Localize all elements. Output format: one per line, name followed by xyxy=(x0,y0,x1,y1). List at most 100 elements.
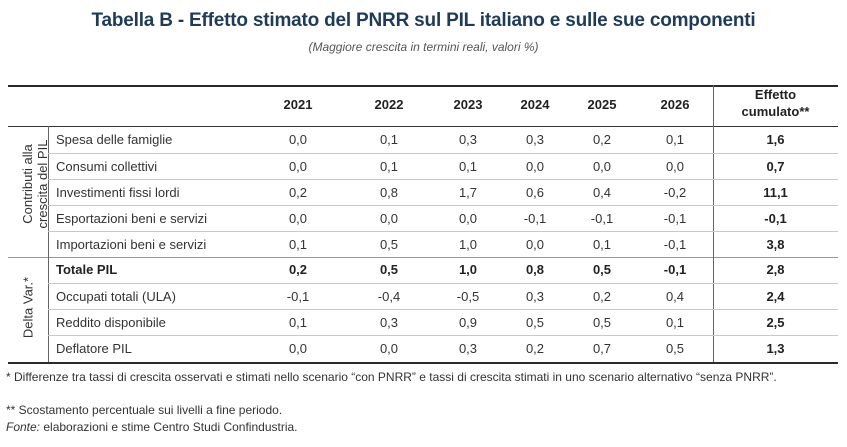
section-rule xyxy=(8,257,838,258)
cell-2023: 1,7 xyxy=(458,185,478,200)
source-label: Fonte: xyxy=(6,420,41,434)
cell-2023: -0,5 xyxy=(456,289,480,304)
column-header-2024: 2024 xyxy=(520,97,550,112)
cell-2024: 0,3 xyxy=(525,289,545,304)
cell-effect: 1,3 xyxy=(766,341,785,356)
cell-2023: 0,0 xyxy=(458,211,478,226)
bottom-rule xyxy=(8,362,838,364)
footnote-1: * Differenze tra tassi di crescita osser… xyxy=(6,370,777,384)
row-label: Occupati totali (ULA) xyxy=(56,289,176,304)
cell-2022: -0,4 xyxy=(377,289,401,304)
cell-2023: 0,3 xyxy=(458,132,478,147)
row-label: Deflatore PIL xyxy=(56,341,132,356)
table-row: Importazioni beni e servizi 0,1 0,5 1,0 0,0 0… xyxy=(48,231,838,258)
cell-2024: 0,0 xyxy=(525,237,545,252)
cell-2025: 0,4 xyxy=(592,185,612,200)
table-row: Consumi collettivi 0,0 0,1 0,1 0,0 0,0 0,0 0,7 xyxy=(48,153,838,180)
cell-2023: 0,1 xyxy=(458,159,478,174)
cell-2024: 0,3 xyxy=(525,132,545,147)
cell-2026: 0,1 xyxy=(665,132,685,147)
header-rule xyxy=(8,126,838,127)
top-rule xyxy=(8,85,838,87)
column-header-2023: 2023 xyxy=(453,97,483,112)
row-label: Consumi collettivi xyxy=(56,159,158,174)
column-header-2026: 2026 xyxy=(660,97,690,112)
cell-2025: -0,1 xyxy=(590,211,614,226)
side-label-line1: Contributi alla xyxy=(20,144,35,224)
column-header-2021: 2021 xyxy=(283,97,313,112)
cell-2025: 0,0 xyxy=(592,159,612,174)
cell-2023: 0,9 xyxy=(458,315,478,330)
cell-2026: -0,1 xyxy=(663,237,687,252)
cell-2024: 0,5 xyxy=(525,315,545,330)
cell-effect: 1,6 xyxy=(766,132,785,147)
cell-2022: 0,1 xyxy=(379,132,399,147)
footnote-2: ** Scostamento percentuale sui livelli a… xyxy=(6,403,283,417)
row-label: Investimenti fissi lordi xyxy=(56,185,180,200)
table-row: Deflatore PIL 0,0 0,0 0,3 0,2 0,7 0,5 1,3 xyxy=(48,335,838,362)
effect-divider xyxy=(713,85,714,362)
cell-2025: 0,2 xyxy=(592,132,612,147)
table-row: Investimenti fissi lordi 0,2 0,8 1,7 0,6 0,4 -… xyxy=(48,179,838,206)
cell-2022: 0,0 xyxy=(379,341,399,356)
cell-2024: 0,2 xyxy=(525,341,545,356)
cell-2023: 1,0 xyxy=(458,262,478,277)
column-header-2022: 2022 xyxy=(374,97,404,112)
cell-2021: 0,1 xyxy=(288,237,308,252)
row-label: Importazioni beni e servizi xyxy=(56,237,207,252)
cell-2021: 0,0 xyxy=(288,341,308,356)
cell-effect: -0,1 xyxy=(764,211,787,226)
cell-2025: 0,5 xyxy=(592,262,612,277)
cell-2022: 0,5 xyxy=(379,262,399,277)
side-label-contributi: Contributi alla crescita del PIL xyxy=(20,119,50,249)
source-note: Fonte: elaborazioni e stime Centro Studi… xyxy=(6,420,298,435)
cell-2024: 0,8 xyxy=(525,262,545,277)
table-row: Esportazioni beni e servizi 0,0 0,0 0,0 -0,1… xyxy=(48,205,838,232)
cell-2026: -0,1 xyxy=(663,211,687,226)
cell-2024: 0,6 xyxy=(525,185,545,200)
table-row: Occupati totali (ULA) -0,1 -0,4 -0,5 0,3 0,2 0… xyxy=(48,283,838,310)
cell-2021: 0,2 xyxy=(288,262,308,277)
cell-effect: 2,8 xyxy=(766,262,785,277)
cell-2025: 0,7 xyxy=(592,341,612,356)
table-row: Totale PIL 0,2 0,5 1,0 0,8 0,5 -0,1 2,8 xyxy=(48,257,838,283)
cell-2026: -0,1 xyxy=(663,262,687,277)
row-label: Esportazioni beni e servizi xyxy=(56,211,208,226)
cell-2025: 0,5 xyxy=(592,315,612,330)
cell-2022: 0,3 xyxy=(379,315,399,330)
row-label: Totale PIL xyxy=(56,262,118,277)
cell-effect: 3,8 xyxy=(766,237,785,252)
side-label-delta: Delta Var.* xyxy=(20,276,36,339)
cell-2022: 0,0 xyxy=(379,211,399,226)
cell-2023: 0,3 xyxy=(458,341,478,356)
table-subtitle: (Maggiore crescita in termini reali, val… xyxy=(308,40,539,54)
cell-2022: 0,1 xyxy=(379,159,399,174)
cell-2021: 0,0 xyxy=(288,159,308,174)
cell-effect: 2,5 xyxy=(766,315,785,330)
cell-2024: -0,1 xyxy=(523,211,547,226)
row-label: Reddito disponibile xyxy=(56,315,166,330)
cell-2021: 0,1 xyxy=(288,315,308,330)
side-divider xyxy=(48,126,49,362)
cell-2021: 0,0 xyxy=(288,132,308,147)
cell-2025: 0,1 xyxy=(592,237,612,252)
cell-2025: 0,2 xyxy=(592,289,612,304)
effect-header-line1: Effetto xyxy=(754,87,797,102)
row-label: Spesa delle famiglie xyxy=(56,132,173,147)
cell-2026: 0,4 xyxy=(665,289,685,304)
effect-header-line2: cumulato** xyxy=(741,104,810,119)
table-row: Reddito disponibile 0,1 0,3 0,9 0,5 0,5 0,1 2,5 xyxy=(48,309,838,336)
cell-effect: 2,4 xyxy=(766,289,785,304)
cell-2026: 0,5 xyxy=(665,341,685,356)
cell-2021: 0,0 xyxy=(288,211,308,226)
column-header-effect: Effetto cumulato** xyxy=(713,86,838,120)
cell-2022: 0,8 xyxy=(379,185,399,200)
table-title: Tabella B - Effetto stimato del PNRR sul… xyxy=(91,10,756,31)
cell-2026: -0,2 xyxy=(663,185,687,200)
column-header-2025: 2025 xyxy=(587,97,617,112)
cell-2024: 0,0 xyxy=(525,159,545,174)
cell-2023: 1,0 xyxy=(458,237,478,252)
table-row: Spesa delle famiglie 0,0 0,1 0,3 0,3 0,2 0,1 1,… xyxy=(48,127,838,153)
cell-2022: 0,5 xyxy=(379,237,399,252)
cell-2021: -0,1 xyxy=(286,289,310,304)
